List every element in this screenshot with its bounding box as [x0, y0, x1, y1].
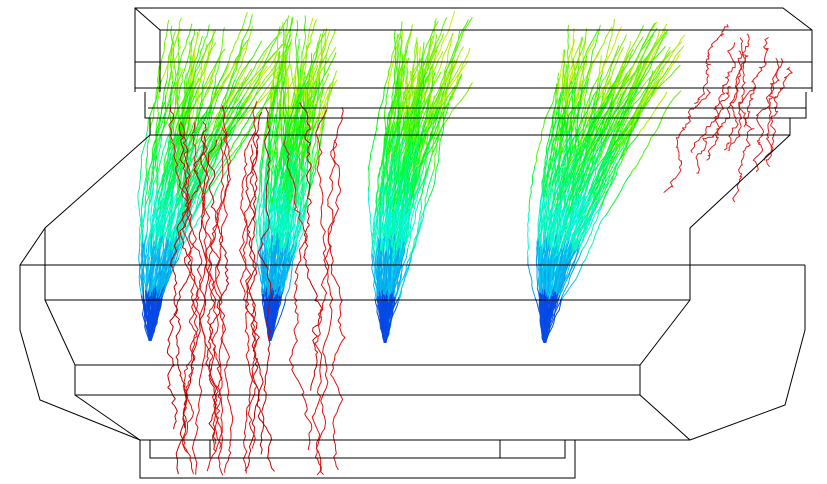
flow-visualization — [0, 0, 827, 484]
page: (() => { const data = JSON.parse(documen… — [0, 0, 827, 484]
